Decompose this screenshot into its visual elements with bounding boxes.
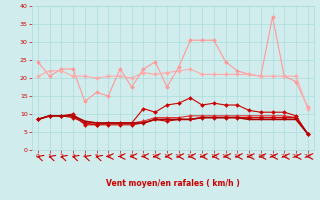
X-axis label: Vent moyen/en rafales ( km/h ): Vent moyen/en rafales ( km/h )	[106, 179, 240, 188]
